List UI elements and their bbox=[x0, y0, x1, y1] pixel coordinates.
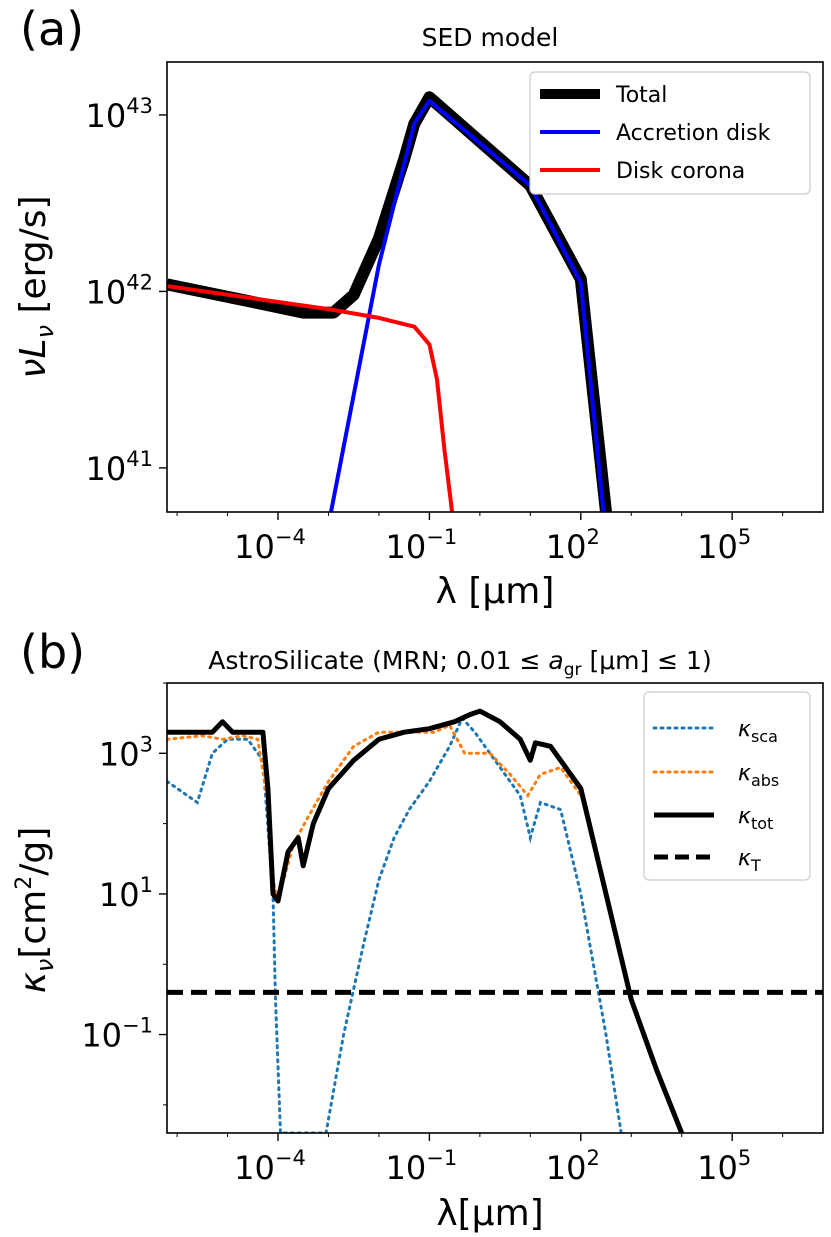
b-series-sca bbox=[167, 715, 623, 1133]
panel-a-axes-frame bbox=[166, 61, 824, 513]
panel-b-legend-box bbox=[643, 691, 811, 881]
panel-a-x-axis-label: λ [μm] bbox=[436, 571, 555, 612]
panel-a-x-ticks: 10−4 10−1 102 105 bbox=[176, 512, 784, 566]
legend-label-kappa-tot: κtot bbox=[738, 804, 773, 833]
panel-b: (b) AstroSilicate (MRN; 0.01 ≤ agr [μm] … bbox=[12, 625, 824, 1234]
b-y-tick-label: 103 bbox=[99, 732, 153, 773]
a-series-accretion-disk bbox=[329, 98, 606, 512]
a-x-tick-label: 102 bbox=[546, 525, 600, 566]
b-x-tick-label: 105 bbox=[697, 1146, 751, 1187]
b-y-tick-label: 10−1 bbox=[81, 1014, 153, 1055]
panel-a-y-axis-label: νLν [erg/s] bbox=[13, 195, 59, 378]
panel-a-y-ticks: 1041 1042 1043 bbox=[86, 94, 167, 488]
legend-label-kappa-sca: κsca bbox=[738, 717, 778, 746]
panel-a-legend: Total Accretion disk Disk corona bbox=[529, 71, 811, 195]
b-x-tick-label: 102 bbox=[546, 1146, 600, 1187]
legend-label-accretion-disk: Accretion disk bbox=[616, 121, 771, 146]
a-x-tick-label: 10−1 bbox=[386, 525, 458, 566]
legend-label-total: Total bbox=[615, 83, 667, 108]
a-y-tick-label: 1043 bbox=[86, 94, 153, 135]
a-y-tick-label: 1042 bbox=[86, 270, 153, 311]
panel-b-y-axis-label: κν[cm2/g] bbox=[12, 827, 59, 994]
panel-a-title: SED model bbox=[422, 23, 559, 52]
panel-a: (a) SED model 10−4 10−1 102 105 10411042104… bbox=[13, 2, 824, 612]
panel-b-plot-area bbox=[167, 708, 823, 1133]
panel-b-x-axis-label: λ[μm] bbox=[436, 1193, 543, 1234]
a-y-tick-label: 1041 bbox=[86, 447, 153, 488]
panel-a-legend-box bbox=[529, 71, 811, 195]
panel-b-legend: κsca κabs κtot κT bbox=[643, 691, 811, 881]
b-y-tick-label: 101 bbox=[99, 873, 153, 914]
panel-a-label: (a) bbox=[20, 2, 84, 56]
b-x-tick-label: 10−1 bbox=[386, 1146, 458, 1187]
a-x-tick-label: 105 bbox=[697, 525, 751, 566]
panel-b-label: (b) bbox=[20, 625, 85, 679]
b-series-tot bbox=[167, 708, 685, 1133]
b-series-abs bbox=[167, 723, 583, 902]
panel-b-x-ticks: 10−4 10−1 102 105 bbox=[176, 1133, 784, 1187]
panel-b-axes-frame bbox=[166, 682, 824, 1134]
legend-label-disk-corona: Disk corona bbox=[616, 159, 745, 184]
legend-label-kappa-t: κT bbox=[738, 846, 761, 875]
b-x-tick-label: 10−4 bbox=[234, 1146, 306, 1187]
a-series-disk-corona bbox=[167, 284, 455, 512]
legend-label-kappa-abs: κabs bbox=[738, 761, 779, 790]
panel-a-plot-area bbox=[167, 91, 612, 512]
a-x-tick-label: 10−4 bbox=[234, 525, 306, 566]
panel-b-y-ticks: 10−1 101 103 bbox=[81, 682, 167, 1106]
panel-b-title: AstroSilicate (MRN; 0.01 ≤ agr [μm] ≤ 1) bbox=[208, 646, 711, 680]
